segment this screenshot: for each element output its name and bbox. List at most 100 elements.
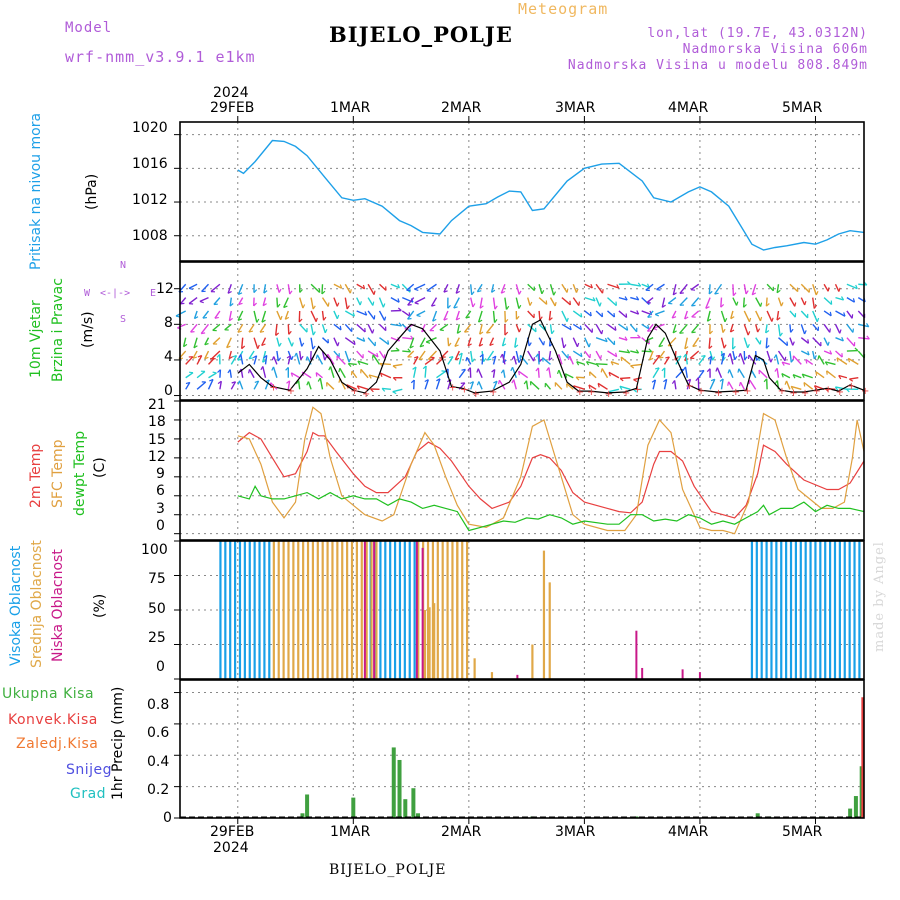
- wind-barb-head: [381, 388, 386, 392]
- wind-barb: [728, 369, 734, 379]
- wind-barb-head: [518, 358, 522, 363]
- wind-barb-head: [566, 383, 568, 388]
- wind-barb: [219, 369, 222, 378]
- wind-barb: [849, 377, 859, 380]
- wind-barb-head: [237, 330, 242, 333]
- wind-barb: [515, 284, 520, 295]
- wind-barb: [219, 381, 222, 390]
- wind-barb-head: [432, 318, 437, 322]
- wind-barb-head: [237, 358, 242, 361]
- wind-barb-head: [291, 355, 294, 361]
- wind-barb: [211, 350, 221, 360]
- wind-barb-head: [765, 330, 770, 334]
- wind-barb: [360, 368, 369, 379]
- wind-barb-head: [695, 377, 699, 382]
- wind-barb: [351, 370, 358, 379]
- wind-barb: [479, 297, 483, 309]
- wind-barb: [500, 283, 506, 294]
- wind-barb-head: [576, 361, 580, 366]
- wind-barb: [789, 297, 796, 307]
- wind-barb: [775, 354, 780, 365]
- wind-barb-head: [747, 331, 751, 336]
- wind-barb-head: [416, 314, 421, 317]
- wind-barb-head: [300, 355, 304, 360]
- cloud-tick: 25: [148, 630, 166, 646]
- wind-barb-head: [801, 373, 805, 378]
- wind-barb-head: [241, 345, 246, 350]
- wind-barb: [805, 359, 814, 365]
- wind-barb: [858, 283, 867, 286]
- wind-barb: [698, 370, 705, 379]
- wind-barb: [470, 284, 473, 295]
- wind-barb-head: [528, 342, 532, 347]
- wind-barb-head: [679, 332, 684, 334]
- wind-barb-head: [395, 347, 400, 351]
- wind-barb-head: [286, 380, 290, 384]
- wind-barb-head: [774, 380, 778, 385]
- wind-barb-head: [774, 367, 778, 372]
- wind-barb-head: [659, 356, 664, 359]
- wind-barb: [310, 337, 314, 350]
- temp-tick: 18: [148, 414, 166, 430]
- wind-barb-head: [647, 316, 652, 318]
- wind-barb-head: [248, 369, 251, 374]
- wind-barb: [595, 363, 608, 366]
- wind-barb: [276, 350, 279, 362]
- wind-barb: [558, 369, 563, 378]
- wind-barb-head: [414, 288, 419, 291]
- wind-barb-head: [564, 373, 568, 378]
- wind-barb: [766, 283, 774, 292]
- panel-frame: [179, 400, 865, 541]
- wind-barb: [572, 297, 580, 307]
- wind-barb: [671, 310, 677, 319]
- wind-barb: [511, 366, 517, 378]
- wind-barb: [378, 297, 385, 308]
- wind-barb: [208, 372, 217, 379]
- bottom-time-label-3: 3MAR: [555, 824, 596, 840]
- wind-barb-head: [637, 334, 641, 339]
- wind-barb-head: [829, 350, 833, 355]
- wind-barb-head: [655, 354, 660, 357]
- wind-barb-head: [786, 341, 789, 346]
- wind-barb-head: [180, 302, 185, 305]
- wind-barb-head: [339, 284, 343, 289]
- wind-barb-head: [259, 330, 265, 333]
- wind-barb-head: [683, 353, 687, 358]
- wind-barb-head: [794, 302, 797, 307]
- wind-barb: [224, 323, 232, 331]
- wind-barb-head: [712, 356, 716, 361]
- bottom-time-label-5: 5MAR: [782, 824, 823, 840]
- wind-barb: [486, 350, 495, 361]
- wind-barb-head: [209, 378, 214, 382]
- wind-barb-head: [575, 376, 580, 381]
- compass-w-label: W: [84, 288, 91, 299]
- wind-barb: [356, 350, 364, 359]
- wind-barb-head: [291, 342, 294, 347]
- wind-barb-head: [579, 325, 582, 330]
- wind-barb-head: [494, 305, 498, 310]
- wind-barb: [407, 310, 415, 320]
- wind-barb: [230, 381, 237, 390]
- wind-barb-head: [763, 378, 768, 383]
- wind-barb-head: [256, 318, 260, 323]
- pressure-tick: 1012: [132, 192, 168, 208]
- wind-barb: [588, 384, 597, 390]
- cloud-tick: 100: [141, 542, 168, 558]
- wind-calm-marker: +: [622, 388, 630, 399]
- wind-calm-marker: +: [269, 383, 277, 394]
- wind-barb: [212, 323, 221, 331]
- wind-barb-head: [263, 290, 268, 294]
- wind-barb-head: [672, 292, 677, 296]
- wind-barb: [812, 337, 822, 347]
- legend-freezing-rain: Zaledj.Kisa: [16, 736, 99, 752]
- wind-barb: [847, 357, 859, 365]
- wind-barb: [476, 283, 483, 293]
- wind-barb-head: [722, 356, 726, 361]
- wind-barb-head: [661, 304, 666, 308]
- wind-barb-head: [321, 290, 326, 295]
- wind-barb-head: [306, 381, 309, 386]
- wind-barb: [237, 310, 244, 321]
- wind-barb-head: [595, 363, 600, 368]
- wind-barb: [618, 310, 628, 319]
